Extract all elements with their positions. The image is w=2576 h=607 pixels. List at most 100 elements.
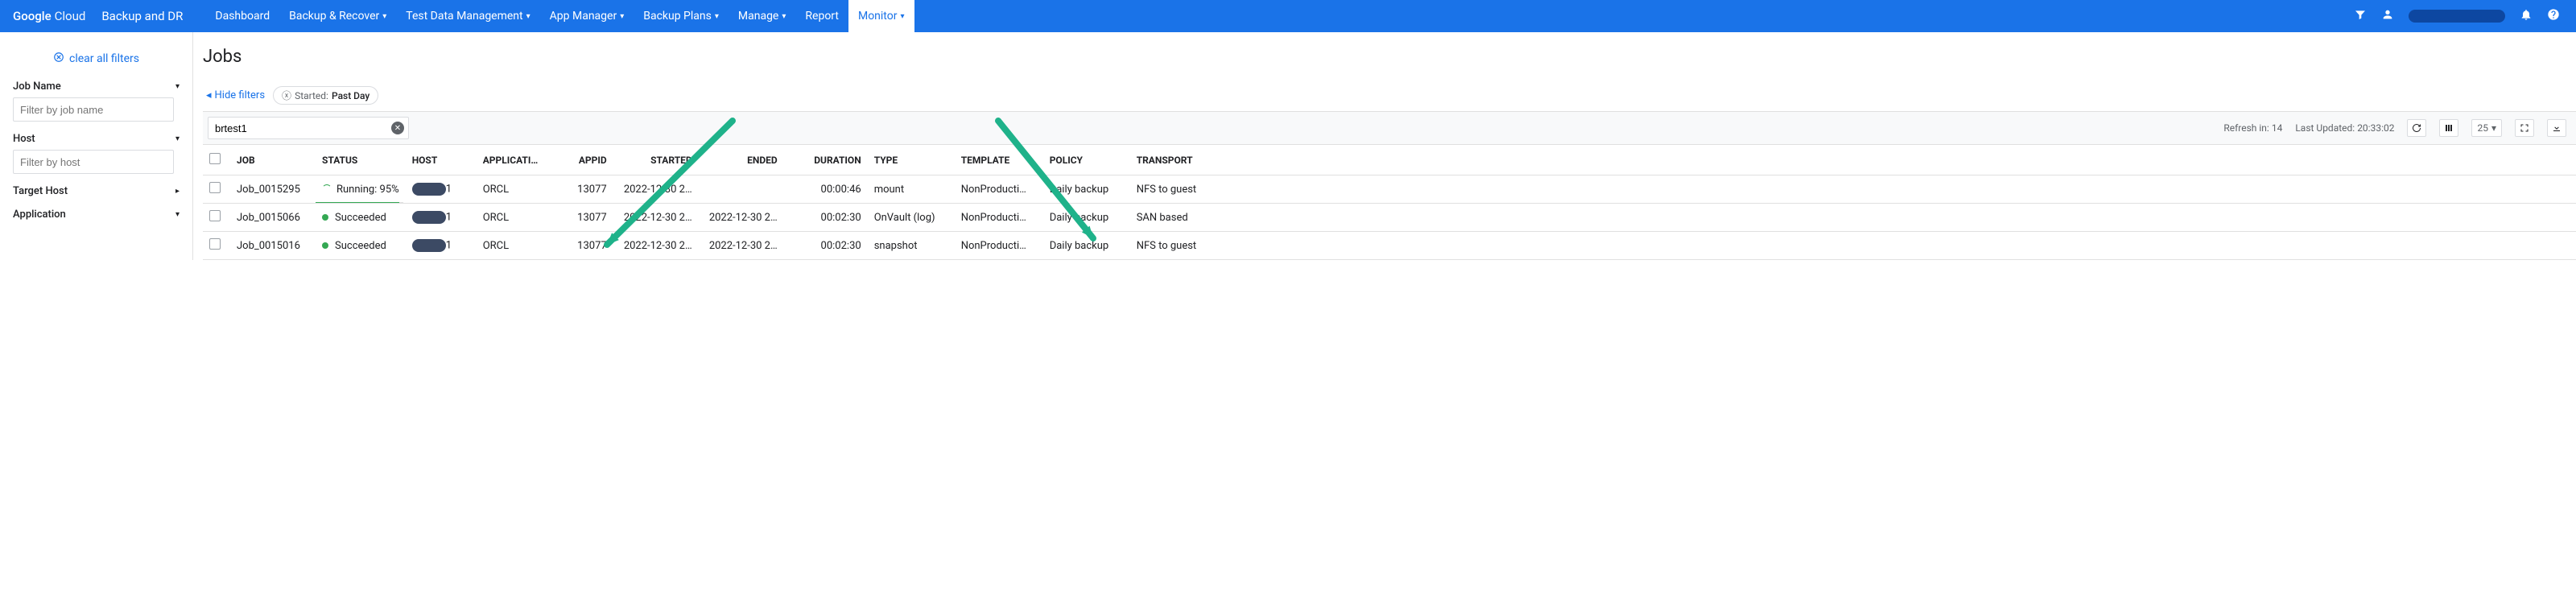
col-job[interactable]: JOB: [230, 145, 316, 175]
user-icon[interactable]: [2381, 8, 2394, 24]
cell-ended: [699, 175, 784, 204]
table-row[interactable]: Job_0015066Succeeded1ORCL130772022-12-30…: [203, 204, 2576, 232]
notifications-icon[interactable]: [2520, 8, 2533, 24]
cell-policy: Daily backup: [1043, 204, 1130, 232]
chip-key: Started:: [295, 90, 328, 101]
chevron-down-icon: ▾: [620, 12, 624, 21]
filter-chip-started[interactable]: ⓧ Started: Past Day: [273, 86, 378, 105]
search-container: ✕: [208, 117, 409, 139]
nav-item-backup-plans[interactable]: Backup Plans▾: [634, 0, 729, 32]
nav-item-report[interactable]: Report: [795, 0, 848, 32]
cell-host: 1: [406, 232, 477, 260]
nav-item-backup-recover[interactable]: Backup & Recover▾: [279, 0, 396, 32]
chip-remove-icon[interactable]: ⓧ: [282, 89, 291, 102]
col-status[interactable]: STATUS: [316, 145, 406, 175]
filter-label-text: Job Name: [13, 81, 61, 93]
col-type[interactable]: TYPE: [868, 145, 955, 175]
main-layout: clear all filters Job Name▾Host▾Target H…: [0, 32, 2576, 260]
refresh-countdown: Refresh in: 14: [2223, 122, 2282, 134]
row-checkbox[interactable]: [209, 238, 221, 250]
chevron-down-icon: ▾: [526, 12, 530, 21]
table-row[interactable]: Job_0015016Succeeded1ORCL130772022-12-30…: [203, 232, 2576, 260]
cell-application: ORCL: [477, 232, 559, 260]
select-all-header: [203, 145, 230, 175]
help-icon[interactable]: [2547, 8, 2560, 24]
cell-duration: 00:02:30: [784, 232, 868, 260]
chevron-down-icon: ▾: [175, 134, 180, 143]
filter-label[interactable]: Target Host▸: [13, 185, 180, 197]
col-ended[interactable]: ENDED: [699, 145, 784, 175]
col-started[interactable]: STARTED: [613, 145, 699, 175]
chevron-right-icon: ▸: [175, 187, 180, 196]
col-transport[interactable]: TRANSPORT: [1130, 145, 2576, 175]
table-toolbar: ✕ Refresh in: 14 Last Updated: 20:33:02: [203, 111, 2576, 145]
cell-started: 2022-12-30 2…: [613, 175, 699, 204]
search-input[interactable]: [208, 117, 409, 139]
col-application[interactable]: APPLICATI…: [477, 145, 559, 175]
chevron-down-icon: ▾: [175, 82, 180, 91]
download-button[interactable]: [2547, 119, 2566, 137]
hide-filters-link[interactable]: ◂ Hide filters: [206, 89, 265, 101]
filter-label[interactable]: Host▾: [13, 133, 180, 145]
fullscreen-button[interactable]: [2515, 119, 2534, 137]
chevron-down-icon: ▾: [900, 12, 904, 21]
refresh-button[interactable]: [2407, 119, 2426, 137]
clear-search-icon[interactable]: ✕: [391, 122, 404, 134]
filter-input[interactable]: [13, 97, 174, 122]
cell-policy: Daily backup: [1043, 232, 1130, 260]
cell-type: mount: [868, 175, 955, 204]
page-size-select[interactable]: 25 ▾: [2471, 119, 2502, 137]
nav-item-label: Backup Plans: [643, 10, 712, 23]
nav-item-test-data-management[interactable]: Test Data Management ▾: [396, 0, 539, 32]
chevron-down-icon: ▾: [2491, 122, 2496, 134]
cell-type: OnVault (log): [868, 204, 955, 232]
nav-item-label: Monitor: [858, 10, 898, 23]
filter-bar: ◂ Hide filters ⓧ Started: Past Day: [203, 86, 2576, 105]
cell-started: 2022-12-30 2…: [613, 232, 699, 260]
filter-label[interactable]: Application▾: [13, 209, 180, 221]
nav-item-label: Test Data Management: [406, 10, 522, 23]
brand-google: Google: [13, 9, 52, 23]
status-dot-icon: [322, 242, 328, 249]
hide-filters-label: Hide filters: [215, 89, 266, 101]
filter-icon[interactable]: [2354, 8, 2367, 24]
row-checkbox[interactable]: [209, 182, 221, 193]
spinner-icon: [322, 184, 332, 194]
cell-status: Running: 95%: [316, 175, 406, 204]
filter-label-text: Application: [13, 209, 66, 221]
redacted-pill: [412, 211, 446, 224]
columns-button[interactable]: [2439, 119, 2458, 137]
nav-item-monitor[interactable]: Monitor▾: [848, 0, 914, 32]
user-name-pill[interactable]: [2409, 10, 2505, 23]
nav-item-manage[interactable]: Manage▾: [729, 0, 796, 32]
filter-group-application: Application▾: [13, 209, 180, 221]
table-row[interactable]: Job_0015295Running: 95%1ORCL130772022-12…: [203, 175, 2576, 204]
cell-transport: SAN based: [1130, 204, 2576, 232]
nav-item-dashboard[interactable]: Dashboard: [205, 0, 279, 32]
nav-item-label: Backup & Recover: [289, 10, 379, 23]
page-title: Jobs: [203, 47, 2576, 67]
nav-item-app-manager[interactable]: App Manager▾: [540, 0, 634, 32]
cell-started: 2022-12-30 2…: [613, 204, 699, 232]
col-appid[interactable]: APPID: [559, 145, 613, 175]
clear-all-filters[interactable]: clear all filters: [13, 52, 180, 66]
col-template[interactable]: TEMPLATE: [955, 145, 1043, 175]
row-checkbox[interactable]: [209, 210, 221, 221]
cell-template: NonProducti…: [955, 175, 1043, 204]
col-policy[interactable]: POLICY: [1043, 145, 1130, 175]
status-text: Running: 95%: [336, 184, 399, 196]
filter-sidebar: clear all filters Job Name▾Host▾Target H…: [0, 32, 193, 260]
cell-ended: 2022-12-30 2…: [699, 232, 784, 260]
clear-all-filters-label: clear all filters: [69, 52, 139, 65]
col-duration[interactable]: DURATION: [784, 145, 868, 175]
jobs-table: JOB STATUS HOST APPLICATI… APPID STARTED…: [203, 145, 2576, 260]
filter-label[interactable]: Job Name ▾: [13, 81, 180, 93]
cell-host: 1: [406, 204, 477, 232]
col-host[interactable]: HOST: [406, 145, 477, 175]
filter-input[interactable]: [13, 150, 174, 174]
cell-transport: NFS to guest: [1130, 232, 2576, 260]
nav-item-label: Report: [805, 10, 839, 23]
brand-cloud: Cloud: [55, 9, 86, 23]
select-all-checkbox[interactable]: [209, 153, 221, 164]
cell-job: Job_0015016: [230, 232, 316, 260]
